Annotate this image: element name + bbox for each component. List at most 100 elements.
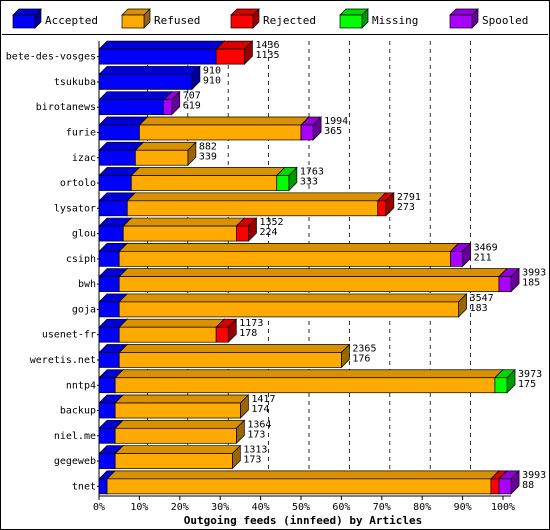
category-label: backup	[60, 406, 96, 417]
category-label: glou	[72, 229, 96, 240]
bar-segment-rejected	[215, 40, 254, 65]
category-label: bete-des-vosges	[6, 52, 96, 63]
offered-value-label: 1173	[239, 318, 263, 329]
category-label: furie	[66, 127, 96, 138]
bar-segment-refused-top	[126, 192, 387, 202]
bar-segment-accepted-front	[98, 74, 193, 90]
accepted-value-label: 224	[259, 227, 277, 238]
bar-segment-refused	[114, 394, 250, 419]
offered-value-label: 3973	[518, 369, 542, 380]
bar-segment-refused	[118, 293, 468, 318]
bar-segment-accepted-front	[98, 149, 136, 166]
offered-value-label: 2791	[397, 192, 421, 203]
bar-segment-refused-top	[118, 344, 351, 353]
accepted-value-label: 211	[474, 252, 492, 263]
offered-value-label: 3547	[470, 293, 494, 304]
bar-segment-accepted-front	[98, 352, 120, 368]
accepted-value-label: 910	[203, 75, 221, 86]
legend-label: Accepted	[45, 14, 98, 27]
category-label: bwh	[78, 279, 96, 290]
accepted-value-label: 183	[470, 303, 488, 314]
category-label: nntp4	[66, 380, 96, 391]
category-label: izac	[72, 153, 96, 164]
legend-swatch-box-spooled	[449, 8, 479, 29]
bar-segment-spooled	[300, 116, 322, 141]
bar-segment-accepted-front	[98, 427, 116, 444]
bar-segment-refused-top	[122, 217, 246, 227]
x-tick-label: 20%	[171, 502, 189, 513]
bar-segment-refused-front	[114, 453, 233, 469]
accepted-value-label: 88	[522, 480, 534, 491]
bar-segment-accepted-top	[98, 40, 226, 50]
bar-segment-accepted-front	[98, 478, 108, 495]
bar-segment-rejected-front	[490, 478, 500, 495]
category-label: niel.me	[54, 431, 96, 442]
bar-segment-refused-top	[118, 293, 468, 303]
category-label: gegeweb	[54, 456, 96, 467]
bar-segment-missing	[275, 166, 298, 192]
bar-segment-refused	[114, 368, 504, 394]
bar-segment-refused-top	[118, 243, 460, 252]
accepted-value-label: 273	[397, 202, 415, 213]
bar-segment-refused	[118, 267, 508, 293]
bar-segment-refused-top	[114, 394, 250, 404]
legend-swatch-box-missing	[339, 8, 369, 29]
legend-swatch-box-spooled-front	[449, 14, 473, 29]
bar-segment-missing-front	[494, 377, 508, 394]
legend-label: Refused	[154, 14, 201, 27]
bar-segment-refused-front	[114, 402, 241, 419]
x-tick-label: 80%	[413, 502, 431, 513]
bar-segment-spooled-front	[498, 276, 512, 292]
bar-segment-spooled-front	[498, 478, 512, 495]
category-label: tsukuba	[54, 77, 96, 88]
bar-segment-spooled-front	[450, 251, 463, 267]
bar-segment-accepted-front	[98, 453, 116, 469]
bar-segment-spooled	[498, 267, 520, 293]
x-tick-label: 90%	[454, 502, 472, 513]
bar-segment-refused-front	[130, 175, 278, 191]
bar-segment-refused-front	[118, 326, 217, 343]
bar-segment-refused-front	[122, 225, 237, 242]
bar-segment-refused-top	[134, 141, 197, 151]
accepted-value-label: 333	[300, 177, 318, 188]
bar-segment-accepted-front	[98, 276, 120, 292]
bar-segment-refused-front	[114, 427, 237, 444]
offered-value-label: 2365	[352, 343, 376, 354]
offered-value-label: 3993	[522, 470, 546, 481]
bar-segment-accepted-top	[98, 66, 201, 75]
bar-segment-accepted-front	[98, 377, 116, 394]
bar-segment-accepted-front	[98, 326, 120, 343]
legend-swatch-missing	[339, 8, 369, 29]
bar-segment-accepted	[98, 217, 133, 242]
bar-segment-accepted	[98, 90, 173, 116]
bar-segment-rejected-front	[236, 225, 249, 242]
accepted-value-label: 176	[352, 353, 370, 364]
offered-value-label: 3469	[474, 242, 498, 253]
bar-segment-refused-front	[139, 124, 302, 141]
x-tick-label: 60%	[332, 502, 350, 513]
accepted-value-label: 339	[199, 151, 217, 162]
bar-segment-refused	[118, 318, 226, 344]
legend-swatch-box-refused-front	[121, 14, 145, 29]
legend-swatch-refused	[121, 8, 151, 29]
legend-swatch-accepted	[12, 8, 42, 29]
bar-segment-refused-front	[118, 352, 342, 368]
accepted-value-label: 173	[247, 429, 265, 440]
x-axis-title: Outgoing feeds (innfeed) by Articles	[184, 514, 422, 527]
accepted-value-label: 619	[183, 101, 201, 112]
offered-value-label: 1417	[251, 394, 275, 405]
bar-segment-refused-top	[106, 470, 500, 480]
